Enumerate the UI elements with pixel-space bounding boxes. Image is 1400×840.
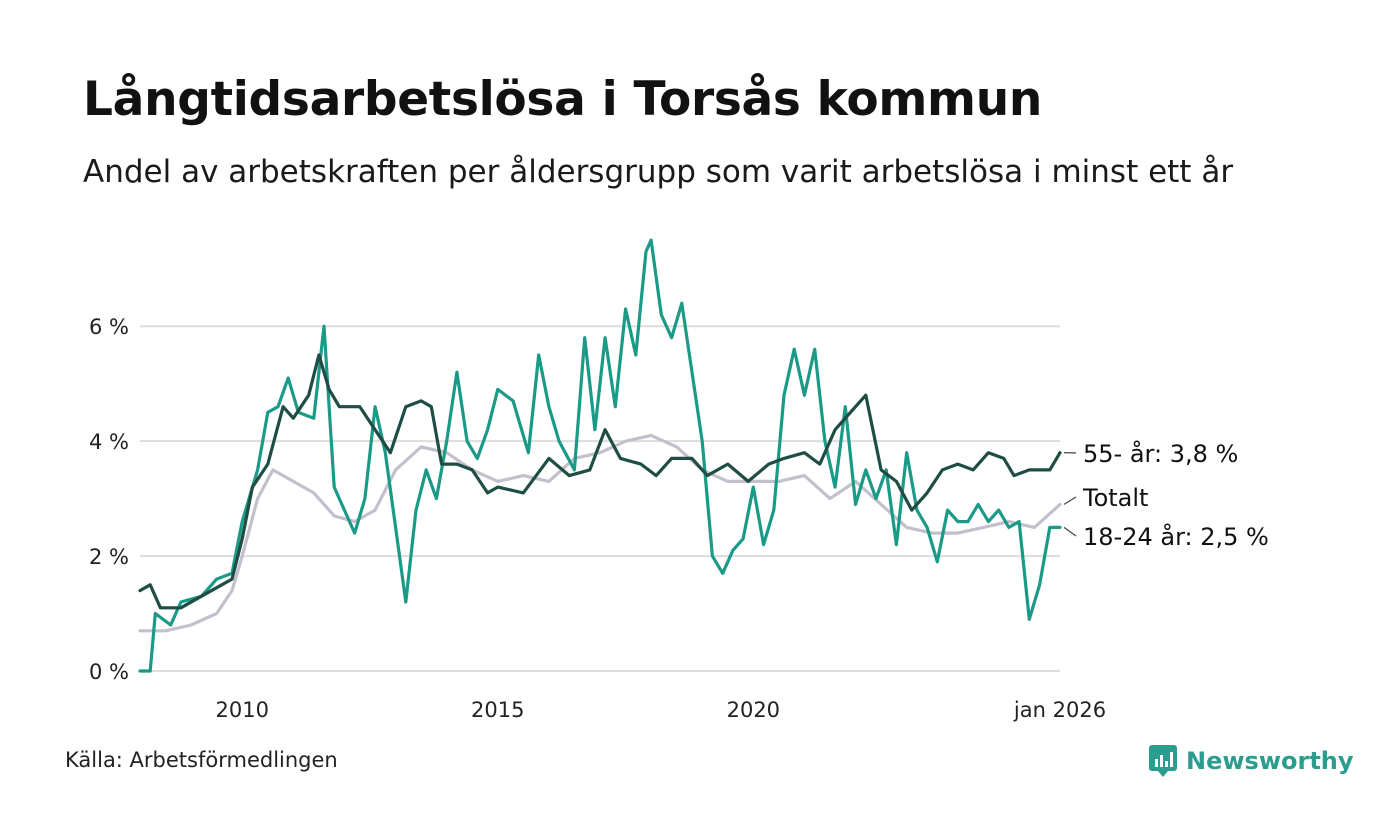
label-18-24: 18-24 år: 2,5 %	[1083, 522, 1269, 551]
label-leader-line	[1063, 496, 1077, 505]
y-tick-label: 6 %	[89, 315, 129, 339]
y-tick-label: 0 %	[89, 660, 129, 684]
y-axis: 0 % 2 % 4 % 6 %	[89, 315, 129, 684]
brand-logo: Newsworthy	[1148, 744, 1354, 778]
label-leader-line	[1063, 526, 1077, 537]
series-labels: Totalt 18-24 år: 2,5 % 55- år: 3,8 %	[1063, 439, 1269, 551]
x-axis: 2010 2015 2020 jan 2026	[215, 698, 1106, 722]
label-total: Totalt	[1082, 484, 1148, 512]
chart-title: Långtidsarbetslösa i Torsås kommun	[83, 72, 1043, 127]
x-tick-label: 2010	[215, 698, 268, 722]
newsworthy-logo-icon	[1149, 745, 1177, 777]
x-tick-label: 2015	[471, 698, 524, 722]
series-line-55	[138, 353, 1062, 610]
x-tick-label: jan 2026	[1013, 698, 1106, 722]
series-line-total	[138, 433, 1062, 633]
series-lines	[138, 238, 1062, 673]
series-line-18-24	[138, 238, 1062, 673]
label-55: 55- år: 3,8 %	[1083, 439, 1238, 468]
brand-name: Newsworthy	[1186, 747, 1354, 775]
x-tick-label: 2020	[727, 698, 780, 722]
y-tick-label: 2 %	[89, 545, 129, 569]
y-tick-label: 4 %	[89, 430, 129, 454]
source-note: Källa: Arbetsförmedlingen	[65, 748, 338, 772]
chart-subtitle: Andel av arbetskraften per åldersgrupp s…	[83, 154, 1234, 190]
